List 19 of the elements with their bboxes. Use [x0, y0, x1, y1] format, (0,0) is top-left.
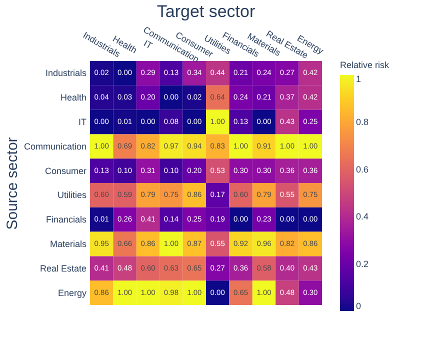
color-bar-title: Relative risk [340, 60, 390, 70]
color-bar-label: 0.2 [356, 258, 369, 269]
y-tick-label: IT [78, 117, 87, 127]
y-tick-label: Utilities [57, 190, 87, 200]
y-axis-title: Source sector [4, 137, 21, 230]
y-tick-label: Industrials [45, 68, 87, 78]
color-bar-label: 0.8 [356, 117, 369, 128]
y-tick-label: Materials [50, 239, 87, 249]
color-bar-label: 0 [356, 301, 362, 311]
y-tick-label: Communication [24, 141, 86, 152]
chart-title: Target sector [156, 2, 256, 21]
y-tick-label: Real Estate [40, 263, 86, 274]
y-tick-label: Health [60, 92, 86, 103]
color-bar-label: 1 [356, 74, 362, 84]
y-tick-label: Energy [58, 288, 87, 298]
y-tick-label: Consumer [44, 166, 86, 176]
color-bar-label: 0.4 [356, 212, 369, 222]
y-tick-label: Financials [46, 214, 87, 225]
color-bar-label: 0.6 [356, 164, 369, 174]
